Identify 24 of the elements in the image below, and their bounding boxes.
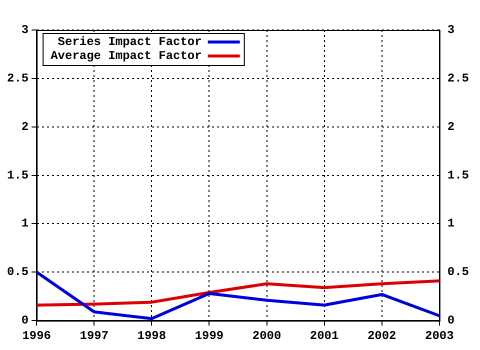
- y2-tick-label: 3: [447, 23, 455, 38]
- legend-label: Average Impact Factor: [50, 49, 202, 64]
- y-tick-label: 1.5: [6, 168, 29, 182]
- x-tick-label: 1998: [137, 328, 166, 343]
- y2-tick-label: 1.5: [447, 168, 470, 182]
- x-tick-label: 1999: [194, 328, 224, 343]
- x-tick-label: 2003: [424, 328, 454, 343]
- y-tick-label: 2: [21, 120, 29, 134]
- y-tick-label: 0: [21, 314, 29, 328]
- x-tick-label: 2000: [252, 328, 282, 343]
- y2-tick-label: 2: [447, 120, 455, 134]
- y2-tick-label: 1: [447, 216, 455, 231]
- legend-label: Series Impact Factor: [58, 35, 202, 50]
- y-tick-label: 2.5: [6, 71, 29, 86]
- y2-tick-label: 2.5: [447, 71, 470, 86]
- y-tick-label: 0.5: [6, 265, 29, 280]
- x-tick-label: 1996: [22, 328, 52, 343]
- x-tick-label: 2001: [310, 328, 339, 343]
- x-tick-label: 1997: [80, 328, 109, 343]
- y-tick-label: 3: [21, 23, 29, 38]
- y2-tick-label: 0.5: [447, 265, 470, 280]
- y-tick-label: 1: [21, 216, 29, 231]
- y2-tick-label: 0: [447, 314, 455, 328]
- x-tick-label: 2002: [367, 328, 396, 343]
